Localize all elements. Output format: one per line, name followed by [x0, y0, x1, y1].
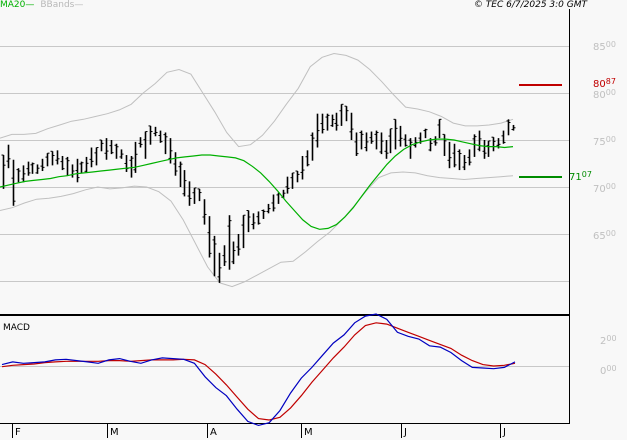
x-label-feb: F: [15, 427, 21, 438]
y-tick-7000: 7000: [593, 182, 616, 195]
x-label-jul: J: [503, 427, 506, 438]
x-axis-ticks: [12, 424, 501, 438]
y-tick-7500: 7500: [593, 135, 616, 148]
price-gridlines: [0, 46, 569, 282]
macd-lines: [1, 313, 516, 427]
legend-bbands: BBands—: [40, 0, 84, 10]
x-label-mar: M: [110, 427, 119, 438]
x-label-may: M: [304, 427, 313, 438]
price-bars: [1, 103, 516, 283]
ma20-line: [0, 138, 514, 230]
bollinger-bands: [0, 52, 514, 288]
copyright-timestamp: © TEC 6/7/2025 3:0 GMT: [473, 0, 587, 10]
y-tick-8000: 8000: [593, 88, 616, 101]
resistance-label: 8087: [593, 77, 616, 90]
legend-ma20: MA20—: [0, 0, 35, 10]
x-label-apr: A: [210, 427, 217, 438]
chart-legend: MA20— BBands—: [0, 0, 83, 11]
y-tick-8500: 8500: [593, 40, 616, 53]
y-tick-6500: 6500: [593, 229, 616, 242]
macd-tick-200: 200: [600, 334, 617, 347]
macd-title: MACD: [3, 323, 30, 333]
x-label-jun: J: [404, 427, 407, 438]
support-label: 7107: [569, 170, 592, 183]
macd-tick-0: 000: [600, 364, 617, 377]
